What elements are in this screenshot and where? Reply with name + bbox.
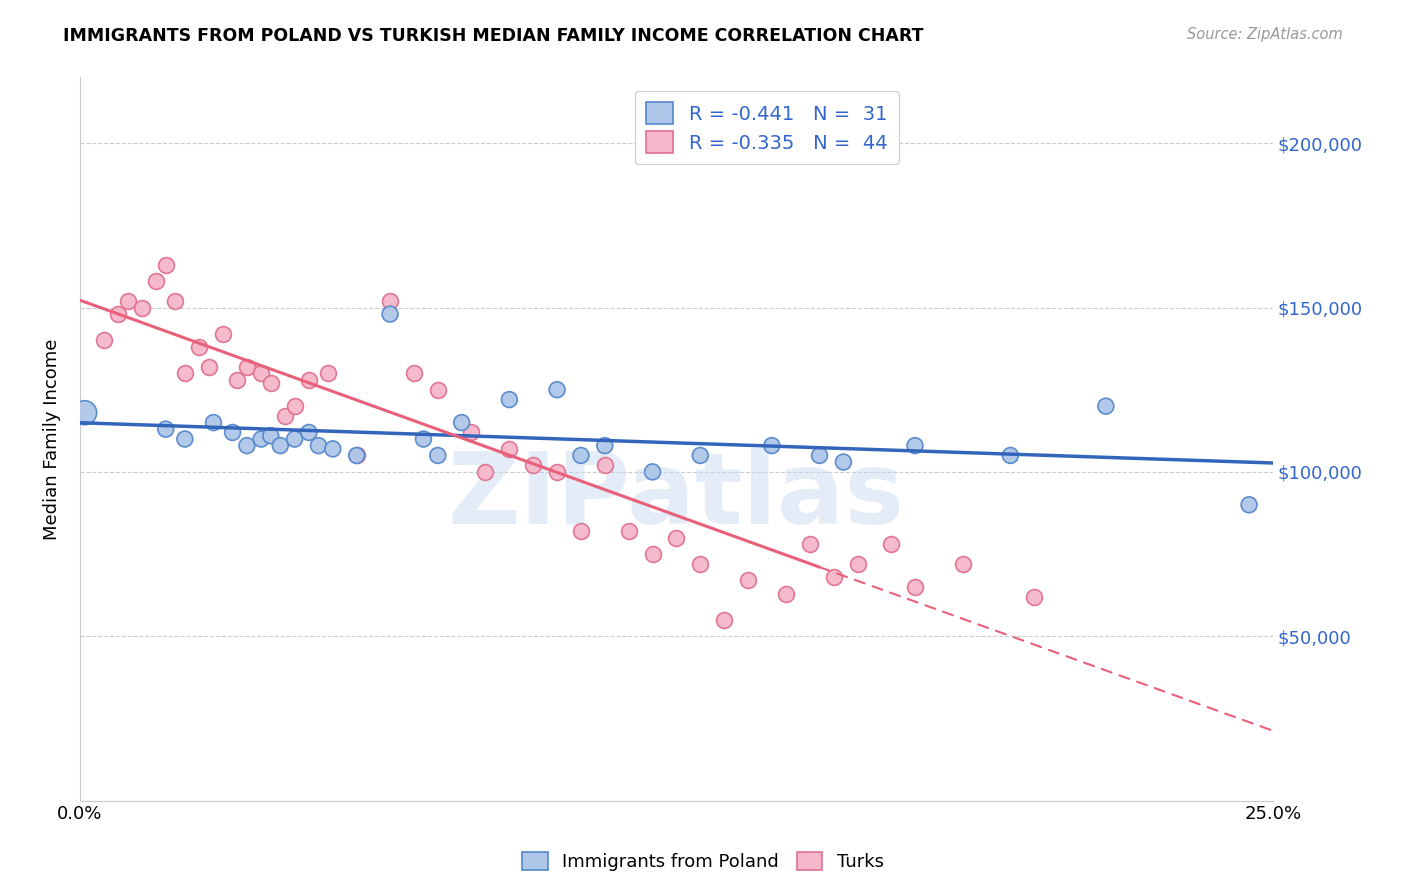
Point <box>93 334 115 348</box>
Point <box>808 449 831 463</box>
Point <box>165 293 187 308</box>
Point <box>212 326 235 341</box>
Point <box>823 570 845 584</box>
Point <box>378 307 401 321</box>
Point <box>221 425 243 440</box>
Point <box>269 439 291 453</box>
Point <box>298 373 321 387</box>
Point <box>904 439 927 453</box>
Point <box>498 392 520 407</box>
Point <box>450 416 472 430</box>
Point <box>402 366 425 380</box>
Point <box>689 557 711 571</box>
Point <box>250 432 273 446</box>
Point <box>73 406 96 420</box>
Text: ZIPatlas: ZIPatlas <box>449 449 905 545</box>
Point <box>284 399 307 413</box>
Y-axis label: Median Family Income: Median Family Income <box>44 338 60 540</box>
Point <box>832 455 855 469</box>
Point <box>799 537 821 551</box>
Point <box>274 409 297 423</box>
Point <box>426 449 449 463</box>
Point <box>546 383 568 397</box>
Point <box>298 425 321 440</box>
Point <box>498 442 520 456</box>
Point <box>260 429 283 443</box>
Point <box>761 439 783 453</box>
Point <box>593 458 616 473</box>
Point <box>737 574 759 588</box>
Point <box>546 465 568 479</box>
Text: Source: ZipAtlas.com: Source: ZipAtlas.com <box>1187 27 1343 42</box>
Point <box>474 465 496 479</box>
Point <box>250 366 273 380</box>
Point <box>236 439 259 453</box>
Point <box>284 432 307 446</box>
Point <box>593 439 616 453</box>
Point <box>880 537 903 551</box>
Point <box>641 465 664 479</box>
Point <box>117 293 139 308</box>
Point <box>188 340 211 354</box>
Point <box>346 449 368 463</box>
Point <box>689 449 711 463</box>
Point <box>378 293 401 308</box>
Point <box>346 449 368 463</box>
Point <box>904 580 927 594</box>
Point <box>522 458 544 473</box>
Point <box>952 557 974 571</box>
Point <box>308 439 330 453</box>
Legend: R = -0.441   N =  31, R = -0.335   N =  44: R = -0.441 N = 31, R = -0.335 N = 44 <box>634 91 900 164</box>
Point <box>569 524 592 538</box>
Point <box>145 274 167 288</box>
Legend: Immigrants from Poland, Turks: Immigrants from Poland, Turks <box>515 845 891 879</box>
Point <box>713 613 735 627</box>
Point <box>775 586 797 600</box>
Point <box>1095 399 1118 413</box>
Point <box>260 376 283 391</box>
Point <box>316 366 339 380</box>
Point <box>617 524 640 538</box>
Text: IMMIGRANTS FROM POLAND VS TURKISH MEDIAN FAMILY INCOME CORRELATION CHART: IMMIGRANTS FROM POLAND VS TURKISH MEDIAN… <box>63 27 924 45</box>
Point <box>412 432 434 446</box>
Point <box>1000 449 1022 463</box>
Point <box>426 383 449 397</box>
Point <box>173 432 195 446</box>
Point <box>846 557 869 571</box>
Point <box>460 425 482 440</box>
Point <box>197 359 219 374</box>
Point <box>322 442 344 456</box>
Point <box>202 416 225 430</box>
Point <box>107 307 129 321</box>
Point <box>155 258 177 272</box>
Point <box>131 301 153 315</box>
Point <box>1024 590 1046 604</box>
Point <box>665 531 688 545</box>
Point <box>569 449 592 463</box>
Point <box>1237 498 1260 512</box>
Point <box>236 359 259 374</box>
Point <box>155 422 177 436</box>
Point <box>641 547 664 561</box>
Point <box>173 366 195 380</box>
Point <box>226 373 249 387</box>
